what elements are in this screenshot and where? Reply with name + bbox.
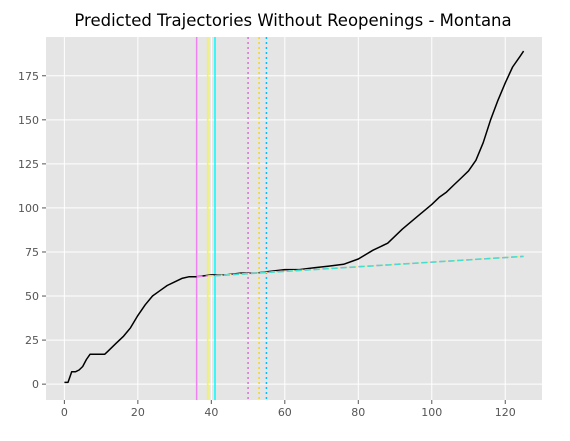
x-tick-label: 60 [278, 406, 292, 419]
x-tick-label: 120 [495, 406, 516, 419]
y-tick-label: 150 [18, 114, 39, 127]
x-tick-label: 40 [204, 406, 218, 419]
x-tick-label: 80 [351, 406, 365, 419]
y-tick-label: 75 [25, 246, 39, 259]
chart-title: Predicted Trajectories Without Reopening… [74, 11, 511, 30]
y-tick-label: 50 [25, 290, 39, 303]
plot-area: 0 20 40 60 80 100 120 0 25 50 75 100 125 150 175 [18, 37, 542, 419]
plot-background [46, 37, 542, 400]
predicted-trajectory-line [214, 255, 524, 277]
y-tick-label: 125 [18, 158, 39, 171]
y-tick-label: 0 [32, 378, 39, 391]
x-tick-label: 20 [131, 406, 145, 419]
y-tick-label: 25 [25, 334, 39, 347]
x-tick-label: 100 [421, 406, 442, 419]
x-tick-label: 0 [61, 406, 68, 419]
y-tick-label: 175 [18, 70, 39, 83]
y-tick-label: 100 [18, 202, 39, 215]
